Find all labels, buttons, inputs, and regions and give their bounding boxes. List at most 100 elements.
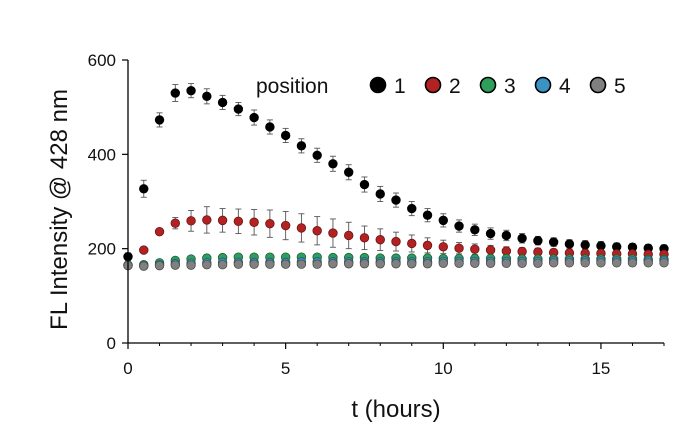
data-point [375, 235, 385, 245]
data-point [375, 189, 385, 199]
legend-label-5: 5 [614, 75, 626, 98]
data-point [422, 210, 433, 220]
data-point [612, 258, 622, 268]
data-point [470, 225, 480, 235]
x-axis-title: t (hours) [351, 396, 440, 423]
data-point [359, 233, 370, 243]
data-point [296, 223, 307, 233]
data-point [580, 240, 590, 250]
data-point [233, 104, 244, 114]
data-point [485, 245, 496, 255]
data-point [186, 260, 196, 270]
y-tick-label: 600 [88, 51, 116, 70]
data-point [186, 85, 196, 96]
data-point [438, 215, 448, 226]
data-point [249, 112, 259, 123]
data-point [296, 259, 307, 269]
data-point [517, 258, 527, 268]
data-point [170, 218, 180, 228]
y-tick-label: 200 [88, 240, 116, 259]
data-point [312, 150, 322, 160]
data-point [154, 115, 165, 125]
data-point [312, 259, 322, 269]
data-point [564, 239, 575, 249]
data-point [454, 258, 464, 268]
y-tick-label: 0 [107, 334, 116, 353]
data-point [470, 258, 480, 268]
data-point [186, 216, 196, 226]
legend-label-4: 4 [559, 75, 571, 98]
legend-label-1: 1 [394, 75, 406, 98]
legend-marker-5 [589, 76, 607, 94]
data-point [154, 260, 165, 271]
data-point [548, 237, 559, 247]
data-point [202, 260, 212, 270]
data-point [312, 226, 322, 236]
data-point [580, 258, 590, 268]
data-point [344, 259, 354, 269]
legend-label-3: 3 [504, 75, 516, 98]
data-point [407, 259, 417, 269]
data-point [485, 258, 496, 268]
data-point [596, 258, 606, 268]
data-point [202, 215, 212, 225]
data-point [485, 228, 496, 239]
data-point [139, 184, 149, 194]
data-point [202, 91, 212, 102]
data-point [265, 259, 275, 269]
data-point [139, 245, 149, 255]
data-point [517, 233, 527, 243]
data-point [454, 243, 464, 253]
data-point [407, 203, 417, 214]
data-point [422, 240, 433, 251]
data-point [391, 259, 401, 269]
data-point [548, 258, 559, 268]
data-point [564, 258, 575, 268]
data-point [643, 258, 653, 268]
data-point [280, 259, 291, 269]
data-point [344, 167, 354, 177]
data-point [217, 260, 228, 270]
data-point [501, 258, 512, 268]
data-point [627, 258, 638, 268]
data-point [296, 141, 307, 151]
legend-title: position [256, 75, 328, 98]
data-point [391, 195, 401, 205]
data-point [470, 244, 480, 254]
data-point [280, 220, 291, 231]
data-point [249, 259, 259, 269]
legend-marker-4 [534, 76, 552, 94]
data-point [233, 216, 244, 227]
data-point [139, 261, 149, 271]
legend-marker-1 [369, 76, 387, 94]
data-point [328, 228, 338, 238]
data-point [249, 217, 259, 227]
series-5 [123, 258, 669, 271]
x-tick-label: 5 [281, 359, 290, 378]
data-point [170, 88, 180, 98]
data-point [422, 259, 433, 269]
data-point [438, 242, 448, 252]
data-point [454, 221, 464, 231]
y-tick-label: 400 [88, 145, 116, 164]
data-point [265, 122, 275, 132]
legend: position 1 2 3 4 5 [256, 75, 626, 98]
data-point [154, 226, 165, 237]
data-point [501, 230, 512, 241]
data-point [328, 159, 338, 169]
data-point [375, 259, 385, 269]
legend-label-2: 2 [449, 75, 461, 98]
data-point [344, 230, 354, 241]
data-point [359, 259, 370, 269]
series-1 [123, 83, 669, 262]
data-point [233, 259, 244, 269]
data-point [217, 97, 228, 108]
data-point [659, 258, 669, 268]
legend-marker-3 [479, 76, 497, 94]
x-tick-label: 0 [123, 359, 132, 378]
plot-area [123, 83, 669, 271]
data-point [170, 260, 180, 270]
